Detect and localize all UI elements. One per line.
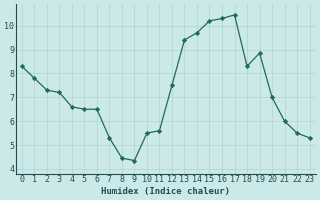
- X-axis label: Humidex (Indice chaleur): Humidex (Indice chaleur): [101, 187, 230, 196]
